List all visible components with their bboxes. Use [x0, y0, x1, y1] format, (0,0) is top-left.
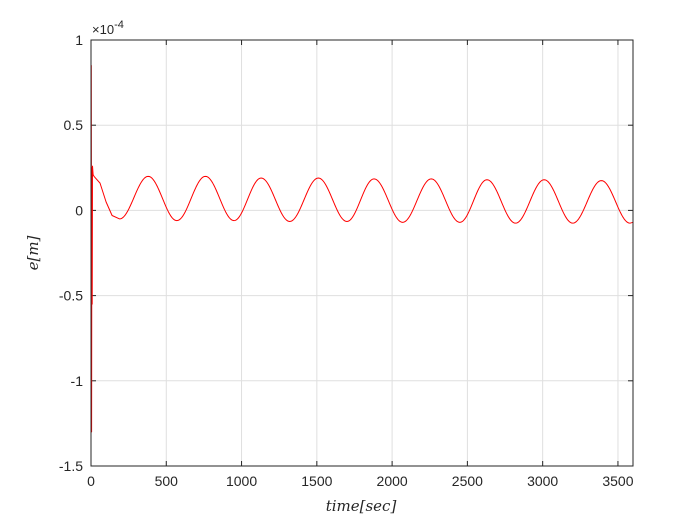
x-ticks: 0 500 1000 1500 2000 2500 3000 3500: [87, 40, 634, 489]
y-tick-label: -1: [71, 373, 84, 389]
x-tick-label: 0: [87, 473, 95, 489]
grid-lines: [90, 39, 633, 467]
x-axis-label: time[sec]: [326, 497, 397, 515]
x-tick-label: 2000: [377, 473, 408, 489]
y-tick-label: 0.5: [64, 117, 84, 133]
y-exponent-label: ×10-4: [92, 19, 124, 37]
y-tick-label: 0: [75, 202, 83, 218]
axes-box: [90, 39, 634, 467]
x-tick-label: 1000: [226, 473, 257, 489]
x-tick-label: 3000: [527, 473, 558, 489]
y-tick-label: 1: [75, 32, 83, 48]
x-tick-label: 3500: [602, 473, 633, 489]
x-tick-label: 500: [155, 473, 179, 489]
x-tick-label: 2500: [452, 473, 483, 489]
y-tick-label: -0.5: [59, 288, 83, 304]
y-axis-label: e[m]: [24, 235, 42, 270]
y-exponent-power: -4: [114, 19, 124, 31]
y-tick-label: -1.5: [59, 458, 83, 474]
x-tick-label: 1500: [301, 473, 332, 489]
y-ticks: -1.5 -1 -0.5 0 0.5 1: [59, 32, 633, 474]
series-line: [90, 65, 634, 433]
